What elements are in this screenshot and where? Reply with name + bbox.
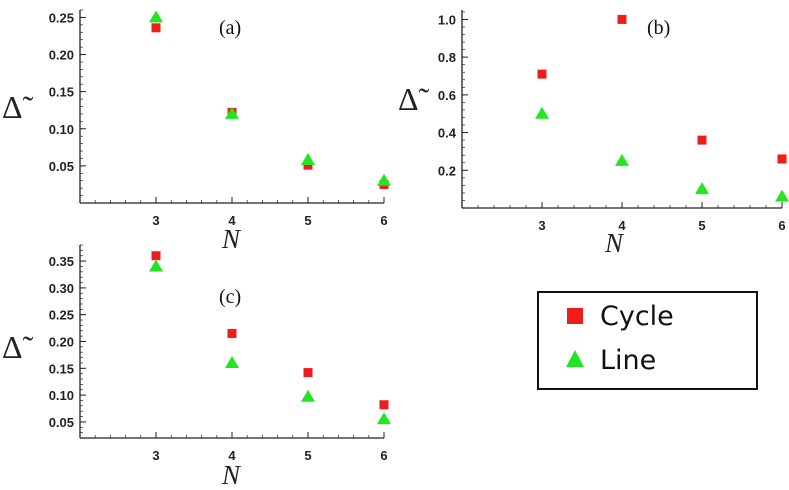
cycle-point: [151, 251, 161, 261]
x-tick-label: 5: [698, 218, 705, 233]
y-tick-label: 0.10: [49, 388, 74, 403]
panel-b-label: (b): [647, 17, 670, 39]
cycle-point: [379, 400, 389, 410]
line-point: [615, 153, 629, 166]
line-point: [225, 355, 239, 368]
y-tick-label: 0.35: [49, 254, 74, 269]
y-tick-label: 0.05: [49, 415, 74, 430]
cycle-point: [303, 368, 313, 378]
line-point: [301, 389, 315, 402]
x-tick-label: 3: [538, 218, 545, 233]
y-tick-label: 0.10: [49, 122, 74, 137]
y-tick-label: 0.05: [49, 159, 74, 174]
panel-c: 0.050.100.150.200.250.300.353 4 5 6 (c) Δ̃ …: [2, 244, 391, 490]
x-tick-label: 6: [380, 448, 387, 463]
panel-a-label: (a): [219, 17, 241, 39]
panel-a-ylabel: Δ̃: [2, 89, 34, 125]
y-tick-label: 0.20: [49, 48, 74, 63]
line-point: [377, 173, 391, 186]
panel-c-ylabel: Δ̃: [2, 329, 34, 365]
line-point: [535, 106, 549, 119]
x-tick-label: 6: [380, 213, 387, 228]
legend-line-label: Line: [600, 345, 656, 376]
cycle-point: [537, 69, 547, 79]
panel-b-xlabel: N: [604, 228, 625, 258]
legend-cycle-label: Cycle: [600, 301, 674, 332]
x-tick-label: 6: [778, 218, 785, 233]
line-point: [149, 10, 163, 23]
x-tick-label: 5: [304, 448, 311, 463]
line-point: [149, 259, 163, 272]
line-point: [377, 412, 391, 425]
panel-b: 0.2 0.4 0.6 0.8 1.0 3 4 5 6 (b) Δ̃ N: [398, 10, 789, 258]
y-tick-label: 0.6: [438, 88, 456, 103]
panel-b-axes: 0.2 0.4 0.6 0.8 1.0 3 4 5 6: [438, 10, 786, 233]
x-tick-label: 4: [618, 218, 626, 233]
y-tick-label: 0.25: [49, 308, 74, 323]
cycle-point: [303, 160, 313, 170]
x-tick-label: 3: [152, 448, 159, 463]
panel-b-points: [535, 14, 789, 202]
x-tick-label: 4: [228, 213, 236, 228]
x-tick-label: 5: [304, 213, 311, 228]
y-tick-label: 0.25: [49, 10, 74, 25]
y-tick-label: 0.8: [438, 50, 456, 65]
line-point: [695, 182, 709, 195]
cycle-point: [777, 154, 787, 164]
y-tick-label: 1.0: [438, 12, 456, 27]
x-tick-label: 4: [228, 448, 236, 463]
panel-b-ylabel: Δ̃: [398, 81, 430, 117]
cycle-point: [697, 135, 707, 145]
cycle-point: [227, 328, 237, 338]
line-point: [301, 152, 315, 165]
panel-a: 0.05 0.10 0.15 0.20 0.25 3 4 5 6 (a) Δ̃ N: [2, 9, 391, 254]
y-tick-label: 0.15: [49, 85, 74, 100]
y-tick-label: 0.15: [49, 361, 74, 376]
panel-c-axes: 0.05 0.10 0.15 0.20 0.25 0.30 0.35 3 4 5 6: [49, 244, 388, 463]
y-tick-label: 0.2: [438, 163, 456, 178]
cycle-point: [151, 23, 161, 33]
legend-cycle-marker: [567, 308, 583, 324]
panel-c-xlabel: N: [221, 460, 242, 490]
panel-a-xlabel: N: [221, 224, 242, 254]
legend-line-marker: [566, 350, 584, 367]
y-tick-label: 0.4: [438, 126, 457, 141]
line-point: [775, 189, 789, 202]
cycle-point: [617, 14, 627, 24]
x-tick-label: 3: [152, 213, 159, 228]
panel-c-points: [149, 251, 391, 425]
panel-a-axes: 0.05 0.10 0.15 0.20 0.25 3 4 5 6: [49, 9, 388, 228]
y-tick-label: 0.30: [49, 281, 74, 296]
line-point: [225, 106, 239, 119]
legend: Cycle Line: [537, 291, 758, 390]
panel-a-points: [149, 10, 391, 189]
y-tick-label: 0.20: [49, 335, 74, 350]
panel-c-label: (c): [219, 286, 241, 308]
